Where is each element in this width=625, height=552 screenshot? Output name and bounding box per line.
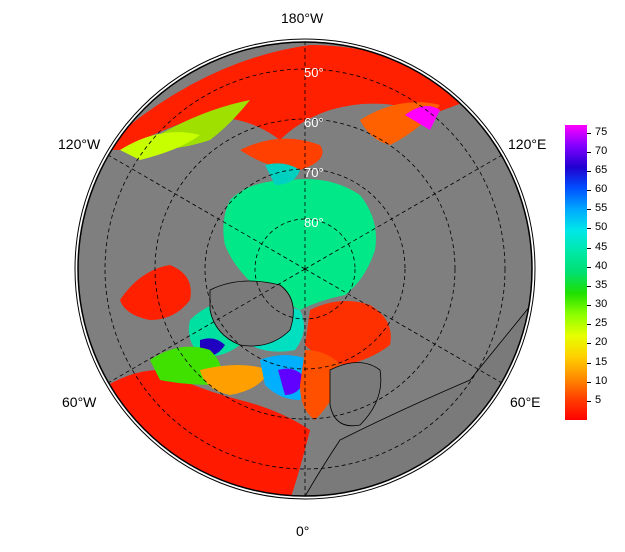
colorbar-tick-mark — [587, 247, 591, 249]
colorbar-tick-label: 60 — [595, 183, 608, 196]
colorbar-tick-mark — [587, 151, 591, 153]
graticule — [104, 42, 506, 496]
colorbar-tick-mark — [587, 343, 591, 345]
lat-label-80: 80° — [304, 215, 324, 230]
colorbar-tick-mark — [587, 209, 591, 211]
colorbar-tick-label: 10 — [595, 374, 608, 387]
region-arctic-ocean — [223, 179, 376, 310]
colorbar-tick-mark — [587, 324, 591, 326]
colorbar-tick-mark — [587, 266, 591, 268]
region-hudson-bay — [120, 265, 191, 320]
colorbar-tick-label: 5 — [595, 393, 602, 406]
lon-label-120e: 120°E — [508, 136, 547, 152]
colorbar-tick-label: 15 — [595, 355, 608, 368]
map-border — [77, 41, 533, 497]
colorbar-tick-label: 55 — [595, 202, 608, 215]
colorbar-tick-label: 45 — [595, 240, 608, 253]
colorbar-tick-label: 30 — [595, 298, 608, 311]
colorbar-tick-mark — [587, 190, 591, 192]
colorbar-tick-mark — [587, 362, 591, 364]
colorbar-tick-mark — [587, 285, 591, 287]
region-barents-sea — [305, 301, 391, 365]
lat-label-50: 50° — [304, 65, 324, 80]
colorbar-tick-mark — [587, 170, 591, 172]
land-greenland — [209, 280, 294, 347]
colorbar-tick-mark — [587, 305, 591, 307]
colorbar-tick-label: 35 — [595, 278, 608, 291]
lon-label-180w: 180°W — [281, 10, 324, 26]
land-scandinavia — [329, 362, 382, 427]
colorbar-tick-mark — [587, 132, 591, 134]
colorbar-tick-mark — [587, 381, 591, 383]
colorbar-tick-label: 20 — [595, 336, 608, 349]
colorbar-tick-label: 25 — [595, 317, 608, 330]
colorbar-tick-mark — [587, 400, 591, 402]
colorbar-tick-label: 75 — [595, 125, 608, 138]
colorbar-tick-label: 65 — [595, 163, 608, 176]
lon-label-120w: 120°W — [58, 136, 101, 152]
colorbar-tick-mark — [587, 228, 591, 230]
colorbar-tick-label: 40 — [595, 259, 608, 272]
lon-label-0: 0° — [296, 523, 310, 539]
colorbar-tick-label: 50 — [595, 221, 608, 234]
lat-label-70: 70° — [304, 165, 324, 180]
lon-label-60w: 60°W — [62, 394, 97, 410]
colorbar-tick-label: 70 — [595, 144, 608, 157]
colorbar — [565, 125, 587, 420]
region-north-pacific — [100, 45, 470, 150]
lon-label-60e: 60°E — [510, 394, 541, 410]
lat-label-60: 60° — [304, 115, 324, 130]
